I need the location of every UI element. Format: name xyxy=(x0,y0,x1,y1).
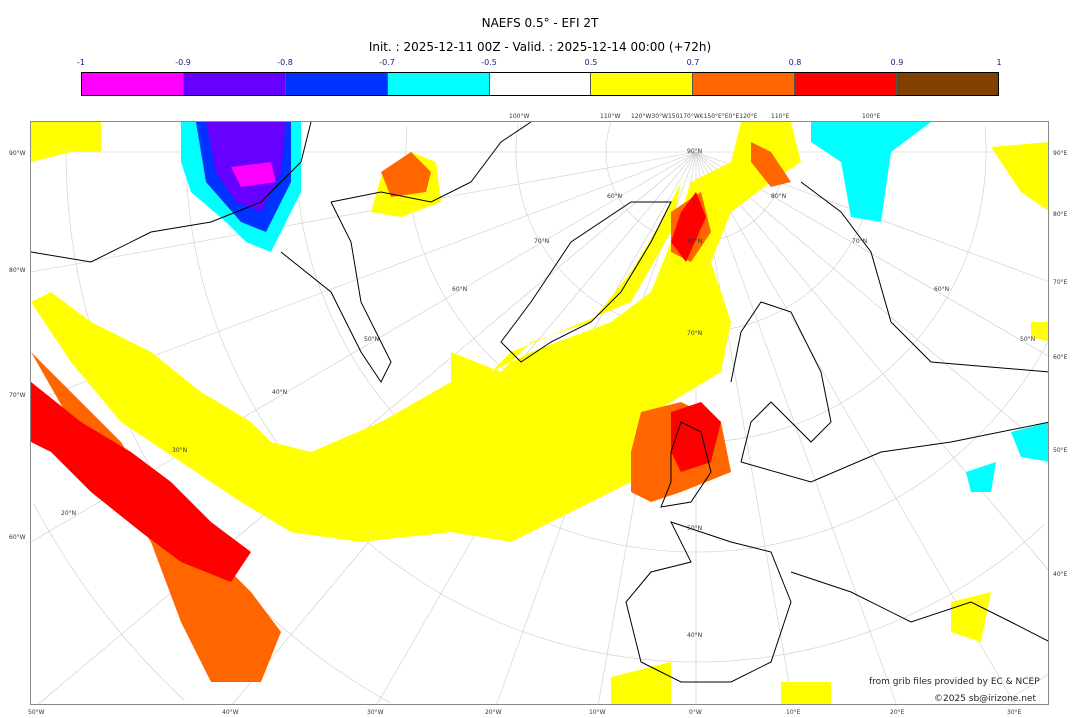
latitude-label: 80°N xyxy=(771,193,787,200)
latitude-label: 40°N xyxy=(272,389,288,396)
top-axis-label: 100°W xyxy=(509,113,530,120)
left-axis-label: 70°W xyxy=(9,392,26,399)
data-source-credit: from grib files provided by EC & NCEP xyxy=(869,677,1040,687)
left-axis-label: 90°W xyxy=(9,150,26,157)
colorbar-tick-label: 0.5 xyxy=(584,58,598,67)
colorbar-segment xyxy=(897,73,999,95)
right-axis-label: 70°E xyxy=(1053,279,1068,286)
bottom-axis-label: 0°W xyxy=(689,709,702,716)
latitude-label: 50°N xyxy=(364,336,380,343)
colorbar-segment xyxy=(591,73,694,95)
colorbar-tick-label: -0.7 xyxy=(379,58,395,67)
colorbar-tick-label: 0.9 xyxy=(890,58,904,67)
colorbar-segment xyxy=(82,73,184,95)
latitude-label: 60°N xyxy=(934,286,950,293)
colorbar-segment xyxy=(285,73,388,95)
right-axis-label: 90°E xyxy=(1053,150,1068,157)
latitude-label: 90°N xyxy=(687,148,703,155)
left-axis-label: 80°W xyxy=(9,267,26,274)
map-panel: 90°N 80°N 80°N 70°N 70°N 70°N 60°N 60°N 60°N 50°N… xyxy=(30,121,1049,705)
bottom-axis-label: 30°E xyxy=(1007,709,1022,716)
colorbar-tick-label: 1 xyxy=(996,58,1002,67)
colorbar-tick-label: -0.5 xyxy=(481,58,497,67)
bottom-axis-label: 50°W xyxy=(28,709,45,716)
colorbar xyxy=(81,72,999,96)
top-axis-label: 120°W30°W150170°W€150°E°E0°E120°E xyxy=(631,113,758,120)
latitude-label: 70°N xyxy=(852,238,868,245)
colorbar-segment xyxy=(489,73,592,95)
latitude-label: 50°N xyxy=(1020,336,1036,343)
latitude-label: 30°N xyxy=(172,447,188,454)
right-axis-label: 40°E xyxy=(1053,571,1068,578)
latitude-circle xyxy=(295,124,1048,553)
latitude-circle xyxy=(65,129,1048,704)
latitude-circle xyxy=(185,125,1045,663)
top-axis-label: 100°E xyxy=(862,113,881,120)
right-axis-label: 80°E xyxy=(1053,211,1068,218)
top-axis-label: 110°E xyxy=(771,113,790,120)
latitude-label: 20°N xyxy=(61,510,77,517)
colorbar-segment xyxy=(693,73,796,95)
colorbar-segment xyxy=(387,73,490,95)
bottom-axis-label: 20°W xyxy=(485,709,502,716)
map-title: NAEFS 0.5° - EFI 2T xyxy=(481,16,599,30)
latitude-label: 70°N xyxy=(687,330,703,337)
bottom-axis-label: 40°W xyxy=(222,709,239,716)
left-axis-label: 60°W xyxy=(9,534,26,541)
bottom-axis-label: 20°E xyxy=(890,709,905,716)
colorbar-segment xyxy=(183,73,286,95)
right-axis-label: 60°E xyxy=(1053,354,1068,361)
efi-magenta xyxy=(231,162,276,187)
colorbar-tick-label: -0.9 xyxy=(175,58,191,67)
colorbar-tick-label: -0.8 xyxy=(277,58,293,67)
efi-map xyxy=(31,122,1048,704)
map-subtitle: Init. : 2025-12-11 00Z - Valid. : 2025-1… xyxy=(368,40,712,54)
copyright-notice: ©2025 sb@irizone.net xyxy=(934,694,1036,704)
latitude-label: 60°N xyxy=(607,193,623,200)
bottom-axis-label: 10°E xyxy=(786,709,801,716)
colorbar-tick-label: 0.7 xyxy=(686,58,700,67)
latitude-label: 40°N xyxy=(687,632,703,639)
colorbar-tick-label: 0.8 xyxy=(788,58,802,67)
latitude-label: 70°N xyxy=(534,238,550,245)
colorbar-segment xyxy=(795,73,898,95)
bottom-axis-label: 10°W xyxy=(589,709,606,716)
efi-red xyxy=(31,192,721,582)
latitude-label: 60°N xyxy=(452,286,468,293)
coastlines xyxy=(31,122,1048,683)
latitude-label: 80°N xyxy=(687,238,703,245)
top-axis-label: 110°W xyxy=(600,113,621,120)
bottom-axis-label: 30°W xyxy=(367,709,384,716)
latitude-label: 50°N xyxy=(687,525,703,532)
colorbar-tick-label: -1 xyxy=(77,58,85,67)
right-axis-label: 50°E xyxy=(1053,447,1068,454)
latitude-circle xyxy=(33,503,185,701)
